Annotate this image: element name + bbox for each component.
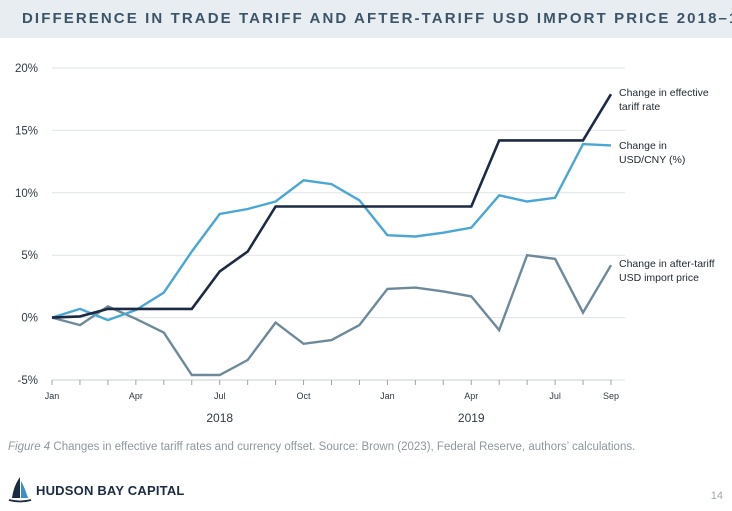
- series-label: Change in after-tariff USD import price: [619, 258, 715, 284]
- caption-figure-number: Figure 4: [8, 441, 51, 453]
- brand-logo: HUDSON BAY CAPITAL: [8, 476, 185, 504]
- title-bar: DIFFERENCE IN TRADE TARIFF AND AFTER-TAR…: [0, 0, 732, 38]
- y-tick-label: 0%: [21, 313, 38, 325]
- x-tick-label: Jan: [380, 391, 395, 401]
- y-tick-label: 15%: [15, 125, 38, 137]
- y-tick-label: -5%: [18, 375, 38, 387]
- sailboat-icon: [8, 477, 32, 503]
- y-tick-label: 5%: [21, 250, 38, 262]
- x-tick-label: Apr: [464, 391, 478, 401]
- x-tick-label: Sep: [603, 391, 619, 401]
- year-label: 2019: [458, 411, 485, 425]
- x-tick-label: Jul: [214, 391, 226, 401]
- series-line: [51, 253, 613, 377]
- series-lines: [51, 93, 613, 377]
- brand-name: HUDSON BAY CAPITAL: [36, 482, 185, 498]
- x-axis: Jan Apr Jul Oct Jan Apr Jul Sep 2018 2019: [45, 379, 619, 425]
- line-chart: 20% 15% 10% 5% 0% -5% Jan Apr Jul Oct Jan Apr Jul Se…: [15, 63, 715, 425]
- caption-text: Changes in effective tariff rates and cu…: [50, 441, 636, 453]
- chart-title: DIFFERENCE IN TRADE TARIFF AND AFTER-TAR…: [22, 10, 732, 27]
- series-label: Change in USD/CNY (%): [619, 140, 685, 166]
- y-tick-label: 10%: [15, 188, 38, 200]
- series-line: [51, 93, 613, 319]
- figure-caption: Figure 4 Changes in effective tariff rat…: [8, 441, 635, 453]
- x-tick-label: Jan: [45, 391, 60, 401]
- x-tick-label: Oct: [297, 391, 312, 401]
- y-tick-label: 20%: [15, 63, 38, 75]
- x-tick-label: Jul: [549, 391, 561, 401]
- series-line: [51, 142, 612, 322]
- series-label: Change in effective tariff rate: [619, 87, 709, 113]
- y-axis: 20% 15% 10% 5% 0% -5%: [15, 63, 38, 387]
- gridlines: [52, 67, 625, 381]
- x-tick-label: Apr: [129, 391, 143, 401]
- series-labels: Change in effective tariff rate Change in U…: [619, 87, 715, 284]
- year-label: 2018: [206, 411, 233, 425]
- page-number: 14: [710, 490, 723, 502]
